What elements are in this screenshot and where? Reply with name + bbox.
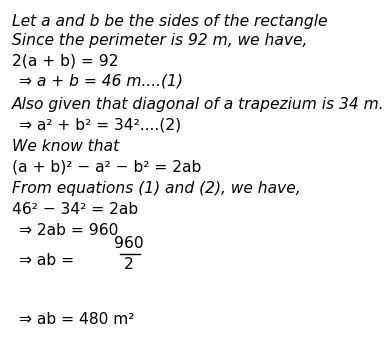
Text: ⇒ 2ab = 960: ⇒ 2ab = 960 — [19, 223, 118, 238]
Text: ⇒ ab =: ⇒ ab = — [19, 253, 79, 268]
Text: 2: 2 — [124, 257, 133, 272]
Text: (a + b)² − a² − b² = 2ab: (a + b)² − a² − b² = 2ab — [12, 159, 201, 174]
Text: 46² − 34² = 2ab: 46² − 34² = 2ab — [12, 202, 138, 217]
Text: 2(a + b) = 92: 2(a + b) = 92 — [12, 53, 118, 68]
Text: 960: 960 — [114, 236, 144, 251]
Text: Let a and b be the sides of the rectangle: Let a and b be the sides of the rectangl… — [12, 14, 327, 29]
Text: ⇒ a² + b² = 34²....(2): ⇒ a² + b² = 34²....(2) — [19, 118, 181, 133]
Text: From equations (1) and (2), we have,: From equations (1) and (2), we have, — [12, 181, 300, 196]
Text: ⇒ ab = 480 m²: ⇒ ab = 480 m² — [19, 312, 134, 327]
Text: ⇒ a + b = 46 m....(1): ⇒ a + b = 46 m....(1) — [19, 73, 183, 88]
Text: Also given that diagonal of a trapezium is 34 m.: Also given that diagonal of a trapezium … — [12, 97, 384, 112]
Text: We know that: We know that — [12, 139, 119, 154]
Text: Since the perimeter is 92 m, we have,: Since the perimeter is 92 m, we have, — [12, 33, 307, 48]
